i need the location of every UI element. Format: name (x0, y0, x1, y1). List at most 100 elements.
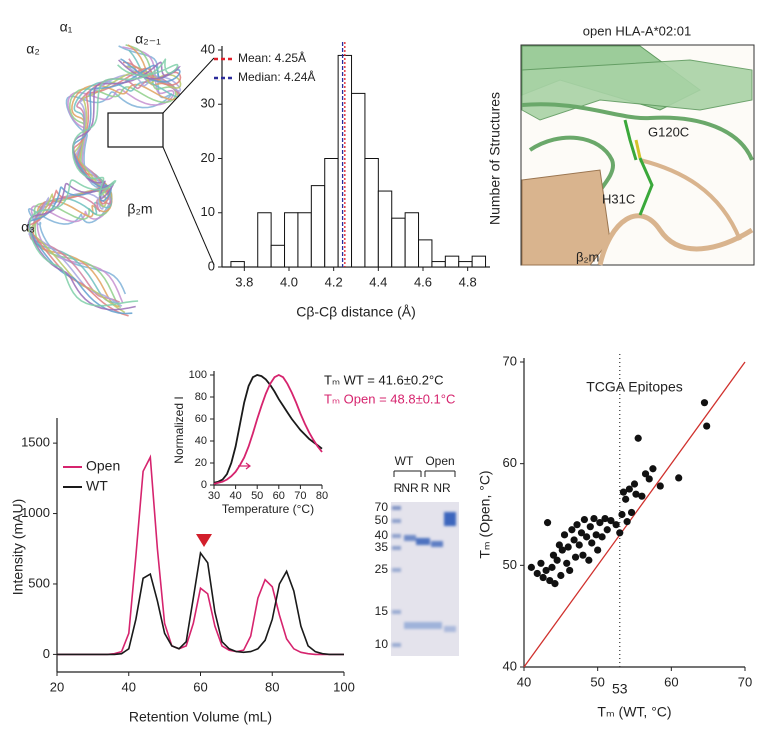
sheet (521, 59, 753, 121)
x-tick-label: 40 (122, 679, 136, 694)
closeup-label: β₂m (576, 249, 599, 264)
y-tick-label: 30 (201, 96, 215, 111)
x-axis-label: Tₘ (WT, °C) (597, 704, 671, 720)
point (533, 569, 541, 578)
point (553, 556, 561, 564)
y-tick-label: 20 (201, 150, 215, 165)
legend-label: Median: 4.24Å (238, 69, 315, 84)
point (649, 465, 657, 473)
backbone-trace (28, 58, 179, 307)
x-tick-label: 20 (50, 679, 64, 694)
y-axis-label: Intensity (mAU) (10, 499, 26, 595)
point (585, 556, 593, 564)
y-tick-label: 50 (503, 557, 517, 572)
point (700, 399, 709, 407)
point (542, 566, 550, 575)
point (571, 553, 580, 561)
band (444, 512, 456, 526)
band (392, 546, 401, 550)
loop (521, 102, 754, 161)
point (558, 546, 566, 554)
point (564, 543, 572, 551)
structure-label: β₂m (127, 201, 152, 217)
point (703, 422, 711, 430)
point (616, 529, 624, 537)
gel-bands (392, 506, 456, 647)
gel-lane: NR (401, 481, 419, 495)
chart-title: TCGA Epitopes (586, 379, 683, 395)
y-tick-label: 40 (195, 435, 207, 447)
point (598, 533, 606, 541)
x-tick-label: 80 (265, 679, 279, 694)
x-tick-label: 80 (316, 490, 328, 502)
x-tick-label: 4.6 (414, 274, 432, 289)
bar (284, 212, 299, 268)
b2m-sheet (521, 169, 611, 266)
x-axis-label: Temperature (°C) (222, 502, 314, 516)
reference-label: 53 (612, 681, 628, 697)
band (392, 506, 401, 510)
bar (257, 212, 272, 268)
point (607, 517, 615, 525)
annotation: Tₘ WT = 41.6±0.2°C (324, 372, 444, 387)
zoom-line (162, 57, 215, 114)
point (566, 566, 574, 575)
bar (377, 190, 393, 268)
band (392, 610, 401, 614)
point (539, 573, 547, 582)
b2m-loop (597, 213, 754, 266)
x-tick-label: 50 (251, 490, 263, 502)
bar (404, 212, 420, 268)
point (580, 515, 589, 524)
y-axis-label: Tₘ (Open, °C) (477, 470, 493, 558)
point (527, 563, 535, 571)
point (675, 474, 683, 482)
x-tick-label: 60 (664, 674, 678, 689)
bar (351, 92, 366, 268)
x-tick-label: 70 (738, 674, 752, 689)
point (543, 519, 552, 527)
bar (324, 158, 339, 268)
point (656, 482, 664, 490)
closeup-label: H31C (602, 191, 635, 206)
bar (458, 261, 473, 268)
point (630, 480, 639, 488)
b2m-loop (639, 158, 742, 241)
structure-label: α₂ (26, 41, 40, 57)
series-line (213, 373, 323, 485)
legend-label: WT (86, 478, 108, 494)
point (588, 539, 596, 547)
closeup-cartoon (521, 45, 754, 266)
bar (418, 239, 433, 268)
point (568, 526, 576, 534)
point (537, 559, 545, 567)
band (404, 535, 416, 541)
ladder-label: 50 (375, 513, 389, 527)
cys-sidechain (623, 119, 638, 161)
bar (431, 261, 446, 268)
band (416, 538, 430, 545)
point (634, 434, 642, 442)
y-tick-label: 10 (201, 204, 215, 219)
structure-label: α₁ (60, 19, 73, 35)
series-line (57, 550, 344, 656)
peak-marker (196, 534, 212, 547)
x-tick-label: 70 (294, 490, 306, 502)
x-tick-label: 4.4 (369, 274, 387, 289)
point (596, 519, 604, 527)
backbone-trace (27, 58, 181, 315)
y-axis-label: Number of Structures (487, 92, 503, 225)
bar (310, 185, 326, 268)
ladder-label: 70 (375, 500, 389, 514)
point (577, 529, 586, 537)
cys-sidechain (638, 157, 654, 216)
point (627, 508, 636, 517)
point (579, 551, 587, 559)
y-tick-label: 40 (503, 658, 517, 673)
y-tick-label: 60 (195, 413, 207, 425)
x-tick-label: 4.8 (459, 274, 477, 289)
legend-label: Open (86, 458, 120, 474)
gel-group: WT (395, 454, 414, 468)
x-tick-label: 4.0 (280, 274, 298, 289)
protein-structure (27, 44, 182, 317)
